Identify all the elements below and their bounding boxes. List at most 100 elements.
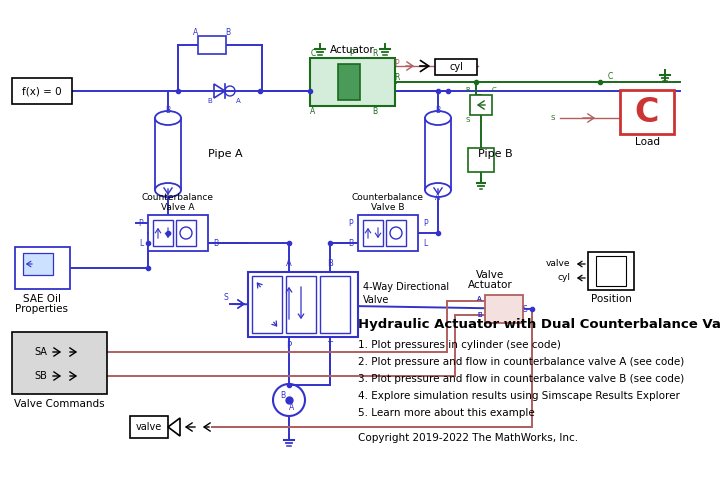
Text: A: A bbox=[286, 260, 292, 269]
Text: SAE Oil: SAE Oil bbox=[23, 294, 61, 304]
Text: Copyright 2019-2022 The MathWorks, Inc.: Copyright 2019-2022 The MathWorks, Inc. bbox=[358, 433, 578, 443]
Text: 4-Way Directional: 4-Way Directional bbox=[363, 282, 449, 292]
Bar bbox=[588, 252, 634, 290]
Text: A: A bbox=[166, 194, 171, 203]
Text: A: A bbox=[310, 107, 315, 116]
Bar bbox=[320, 276, 350, 333]
Bar bbox=[310, 58, 395, 106]
Text: A: A bbox=[235, 98, 240, 104]
Text: valve: valve bbox=[546, 260, 570, 269]
Text: 4. Explore simulation results using Simscape Results Explorer: 4. Explore simulation results using Sims… bbox=[358, 391, 680, 401]
Text: A: A bbox=[289, 402, 294, 412]
Bar bbox=[155, 118, 181, 190]
Text: 2. Plot pressure and flow in counterbalance valve A (see code): 2. Plot pressure and flow in counterbala… bbox=[358, 357, 684, 367]
Text: B: B bbox=[436, 106, 441, 115]
Text: B: B bbox=[213, 239, 218, 248]
Bar bbox=[148, 215, 208, 251]
Bar bbox=[252, 276, 282, 333]
Text: Properties: Properties bbox=[16, 304, 68, 314]
Bar bbox=[23, 253, 53, 275]
Text: A: A bbox=[477, 296, 482, 302]
Text: P: P bbox=[395, 58, 400, 67]
Text: SA: SA bbox=[34, 347, 47, 357]
Bar bbox=[363, 220, 383, 246]
Bar bbox=[468, 148, 494, 172]
Text: B: B bbox=[207, 98, 212, 104]
Bar bbox=[286, 276, 316, 333]
Text: 3. Plot pressure and flow in counterbalance valve B (see code): 3. Plot pressure and flow in counterbala… bbox=[358, 374, 684, 384]
Text: SB: SB bbox=[34, 371, 47, 381]
Bar bbox=[248, 272, 358, 337]
Ellipse shape bbox=[155, 111, 181, 125]
Bar bbox=[435, 59, 477, 75]
Bar bbox=[15, 247, 70, 289]
Text: B: B bbox=[280, 391, 286, 401]
Text: cyl: cyl bbox=[557, 273, 570, 282]
Bar bbox=[176, 220, 196, 246]
Bar bbox=[596, 256, 626, 286]
Text: A: A bbox=[436, 194, 441, 203]
Text: Valve: Valve bbox=[476, 270, 504, 280]
Text: Valve A: Valve A bbox=[161, 203, 194, 211]
Text: L: L bbox=[139, 239, 143, 248]
Bar bbox=[386, 220, 406, 246]
Text: Actuator: Actuator bbox=[330, 45, 374, 55]
Text: Pipe B: Pipe B bbox=[478, 149, 513, 159]
Bar bbox=[358, 215, 418, 251]
Text: S: S bbox=[224, 293, 228, 303]
Text: B: B bbox=[225, 28, 230, 36]
Text: f(x) = 0: f(x) = 0 bbox=[22, 86, 62, 96]
Text: A: A bbox=[194, 28, 199, 36]
Text: Valve Commands: Valve Commands bbox=[14, 399, 104, 409]
Text: C: C bbox=[310, 48, 315, 57]
Text: C: C bbox=[608, 72, 613, 80]
Text: Actuator: Actuator bbox=[467, 280, 513, 290]
Text: 5. Learn more about this example: 5. Learn more about this example bbox=[358, 408, 535, 418]
Text: P: P bbox=[287, 340, 292, 349]
Bar bbox=[12, 332, 107, 394]
Text: Position: Position bbox=[590, 294, 631, 304]
Text: Counterbalance: Counterbalance bbox=[352, 193, 424, 202]
Bar bbox=[485, 295, 523, 323]
Text: R: R bbox=[466, 87, 470, 93]
Bar bbox=[130, 416, 168, 438]
Text: S: S bbox=[523, 304, 527, 314]
Polygon shape bbox=[168, 418, 180, 436]
Text: P: P bbox=[138, 218, 143, 228]
Text: Load: Load bbox=[634, 137, 660, 147]
Text: P: P bbox=[348, 218, 353, 228]
Bar bbox=[425, 118, 451, 190]
Text: A: A bbox=[477, 296, 482, 302]
Ellipse shape bbox=[425, 111, 451, 125]
Text: B: B bbox=[327, 260, 333, 269]
Text: C: C bbox=[635, 96, 660, 129]
Text: P: P bbox=[350, 48, 354, 57]
Text: Hydraulic Actuator with Dual Counterbalance Valves: Hydraulic Actuator with Dual Counterbala… bbox=[358, 318, 720, 331]
Text: 1. Plot pressures in cylinder (see code): 1. Plot pressures in cylinder (see code) bbox=[358, 340, 561, 350]
Ellipse shape bbox=[425, 183, 451, 197]
Text: R: R bbox=[395, 73, 400, 82]
Text: B: B bbox=[348, 239, 353, 248]
Text: Pipe A: Pipe A bbox=[208, 149, 243, 159]
Text: cyl: cyl bbox=[449, 62, 463, 72]
Text: C: C bbox=[492, 87, 496, 93]
Text: Counterbalance: Counterbalance bbox=[142, 193, 214, 202]
Text: B: B bbox=[166, 106, 171, 115]
Text: valve: valve bbox=[136, 422, 162, 432]
Bar bbox=[620, 90, 674, 134]
Text: R: R bbox=[372, 48, 378, 57]
Text: B: B bbox=[477, 312, 482, 318]
Text: S: S bbox=[466, 117, 470, 123]
Bar bbox=[338, 64, 360, 100]
Text: B: B bbox=[372, 107, 377, 116]
Text: Valve B: Valve B bbox=[372, 203, 405, 211]
Bar bbox=[12, 78, 72, 104]
Text: S: S bbox=[551, 115, 555, 121]
Bar bbox=[470, 95, 492, 115]
Text: B: B bbox=[477, 312, 482, 318]
Text: T: T bbox=[328, 340, 333, 349]
Bar bbox=[198, 36, 226, 54]
Text: P: P bbox=[423, 218, 428, 228]
Ellipse shape bbox=[155, 183, 181, 197]
Text: Valve: Valve bbox=[363, 295, 390, 305]
